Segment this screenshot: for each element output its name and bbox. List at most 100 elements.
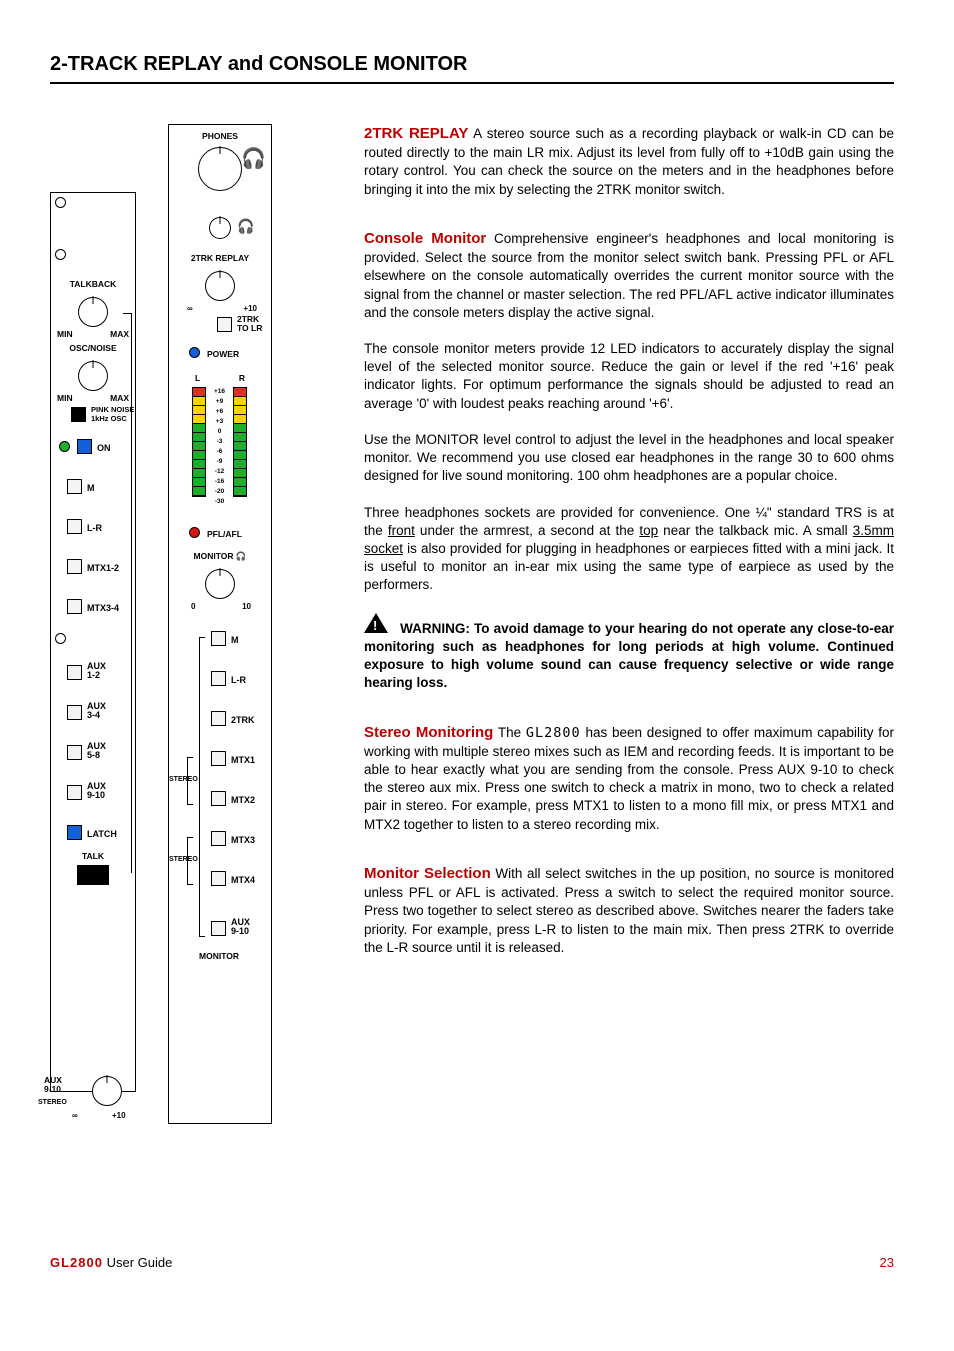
power-label: POWER — [207, 349, 239, 361]
monitor-knob[interactable] — [205, 569, 235, 599]
on-label: ON — [97, 442, 111, 455]
console-monitor-paragraph: Console Monitor Comprehensive engineer's… — [364, 229, 894, 322]
mon-m-label: M — [231, 634, 239, 647]
mtx34-button[interactable] — [67, 599, 82, 614]
mon-m-button[interactable] — [211, 631, 226, 646]
console-monitor-head: Console Monitor — [364, 230, 486, 247]
monitor-foot-label: MONITOR — [199, 951, 239, 963]
mon-mtx4-label: MTX4 — [231, 874, 255, 887]
aux-max: +10 — [112, 1110, 126, 1121]
mini-jack[interactable] — [209, 217, 231, 239]
headphones-icon: 🎧 — [237, 217, 254, 237]
page-title: 2-TRACK REPLAY and CONSOLE MONITOR — [50, 50, 894, 84]
stereo-label: STEREO — [169, 855, 198, 865]
mon-max: 10 — [242, 601, 251, 612]
aux-stereo-block: AUX9-10 STEREO ∞ +10 — [44, 1070, 130, 1142]
talkback-knob[interactable] — [78, 297, 108, 327]
aux910-label: AUX9-10 — [87, 782, 106, 800]
lr-button[interactable] — [67, 519, 82, 534]
headphones-icon: 🎧 — [241, 145, 266, 173]
pfl-afl-led — [189, 527, 200, 538]
2trk-knob[interactable] — [205, 271, 235, 301]
osc-knob[interactable] — [78, 361, 108, 391]
brand-inline: GL2800 — [526, 725, 581, 741]
off-label: ∞ — [187, 303, 193, 314]
talkback-label: TALKBACK — [70, 279, 117, 291]
aux58-label: AUX5-8 — [87, 742, 106, 760]
aux-label: AUX9-10 — [44, 1076, 62, 1093]
console-monitor-p4: Three headphones sockets are provided fo… — [364, 504, 894, 595]
aux12-label: AUX1-2 — [87, 662, 106, 680]
meter-r-label: R — [239, 373, 245, 385]
2trk-replay-label: 2TRK REPLAY — [191, 253, 249, 265]
footer-left: GL2800 User Guide — [50, 1254, 172, 1272]
aux34-button[interactable] — [67, 705, 82, 720]
mtx12-label: MTX1-2 — [87, 562, 119, 575]
2trk-head: 2TRK REPLAY — [364, 125, 468, 142]
phones-jack[interactable] — [198, 147, 242, 191]
content-wrapper: TALKBACK MIN MAX OSC/NOISE MIN MAX PINK … — [50, 124, 894, 1154]
aux12-button[interactable] — [67, 665, 82, 680]
connector-line — [131, 313, 132, 873]
stereo-monitoring-paragraph: Stereo Monitoring The GL2800 has been de… — [364, 723, 894, 834]
aux58-button[interactable] — [67, 745, 82, 760]
lr-label: L-R — [87, 522, 102, 535]
mtx34-label: MTX3-4 — [87, 602, 119, 615]
aux-min: ∞ — [72, 1110, 78, 1121]
m-label: M — [87, 482, 95, 495]
mon-mtx2-button[interactable] — [211, 791, 226, 806]
mon-lr-button[interactable] — [211, 671, 226, 686]
m-button[interactable] — [67, 479, 82, 494]
mon-mtx3-button[interactable] — [211, 831, 226, 846]
warning-paragraph: WARNING: To avoid damage to your hearing… — [364, 613, 894, 693]
body-text: 2TRK REPLAY A stereo source such as a re… — [364, 124, 894, 1154]
min-label: MIN — [57, 393, 73, 405]
mon-mtx2-label: MTX2 — [231, 794, 255, 807]
console-monitor-p2: The console monitor meters provide 12 LE… — [364, 340, 894, 413]
mon-2trk-button[interactable] — [211, 711, 226, 726]
connector-line — [123, 313, 131, 314]
monitor-bracket — [199, 637, 205, 937]
warning-icon — [364, 613, 388, 633]
mon-mtx1-button[interactable] — [211, 751, 226, 766]
panel-screw — [55, 249, 66, 260]
on-button[interactable] — [77, 439, 92, 454]
mon-mtx1-label: MTX1 — [231, 754, 255, 767]
oscnoise-label: OSC/NOISE — [69, 343, 116, 355]
console-monitor-p3: Use the MONITOR level control to adjust … — [364, 431, 894, 486]
aux-stereo-label: STEREO — [38, 1098, 67, 1108]
pink-noise-toggle[interactable] — [71, 407, 86, 422]
mon-lr-label: L-R — [231, 674, 246, 687]
footer-brand: GL2800 — [50, 1255, 103, 1270]
mon-2trk-label: 2TRK — [231, 714, 255, 727]
monitor-selection-paragraph: Monitor Selection With all select switch… — [364, 864, 894, 957]
console-diagram: TALKBACK MIN MAX OSC/NOISE MIN MAX PINK … — [50, 124, 340, 1154]
on-led — [59, 441, 70, 452]
latch-button[interactable] — [67, 825, 82, 840]
talkback-panel: TALKBACK MIN MAX OSC/NOISE MIN MAX PINK … — [50, 192, 136, 1092]
osc1k-label: 1kHz OSC — [91, 414, 127, 425]
page-number: 23 — [880, 1254, 894, 1272]
stereo-label: STEREO — [169, 775, 198, 785]
monsel-head: Monitor Selection — [364, 865, 491, 882]
talk-label: TALK — [82, 851, 104, 863]
stereo-head: Stereo Monitoring — [364, 724, 493, 741]
level-meter: +16+9+6+30-3-6-9-12-16-20-30 — [192, 387, 248, 507]
aux-knob[interactable] — [92, 1076, 122, 1106]
aux910-button[interactable] — [67, 785, 82, 800]
mon-mtx3-label: MTX3 — [231, 834, 255, 847]
talk-button[interactable] — [77, 865, 109, 885]
page-footer: GL2800 User Guide 23 — [50, 1254, 894, 1272]
mon-aux910-button[interactable] — [211, 921, 226, 936]
mtx12-button[interactable] — [67, 559, 82, 574]
2trk-tolr-button[interactable] — [217, 317, 232, 332]
aux34-label: AUX3-4 — [87, 702, 106, 720]
2trk-replay-paragraph: 2TRK REPLAY A stereo source such as a re… — [364, 124, 894, 199]
monitor-panel: PHONES 🎧 🎧 2TRK REPLAY ∞ +10 2TRKTO LR P… — [168, 124, 272, 1124]
2trk-tolr-label: 2TRKTO LR — [237, 315, 262, 332]
meter-l-label: L — [195, 373, 200, 385]
phones-label: PHONES — [202, 131, 238, 143]
mon-mtx4-button[interactable] — [211, 871, 226, 886]
max-label: MAX — [110, 329, 129, 341]
plus10-label: +10 — [243, 303, 257, 314]
